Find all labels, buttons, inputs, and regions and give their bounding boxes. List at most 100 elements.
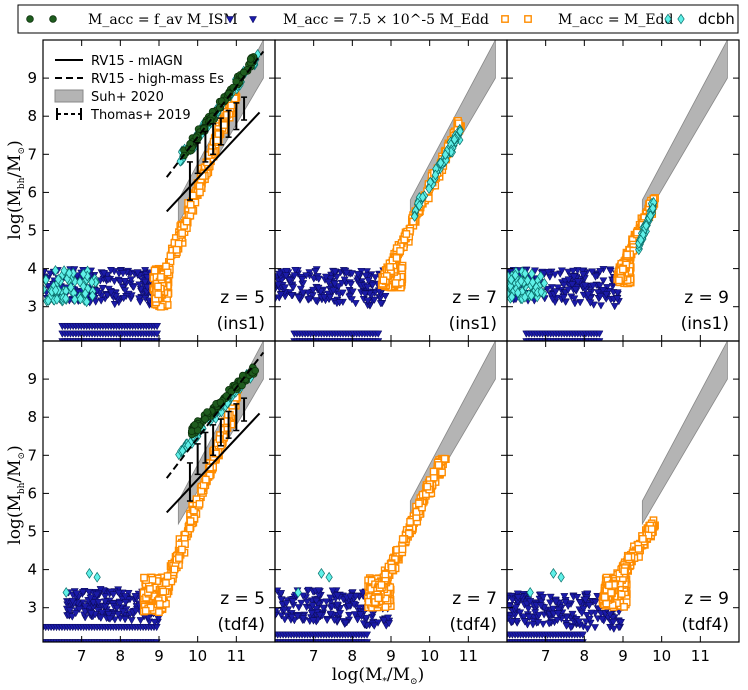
y-tick-label: 7 [27,145,37,163]
orange-edd-point [624,553,633,562]
blue-lowmass-point [299,289,308,297]
blue-lowmass-point [112,604,122,613]
blue-lowmass-point [275,270,284,279]
y-tick-label: 4 [27,260,37,278]
blue-lowmass-point [544,269,553,277]
orange-edd-point [412,507,421,516]
panel-model-label: (tdf4) [217,615,265,635]
blue-lowmass-point [290,272,299,280]
blue-lowmass-point [519,613,528,621]
blue-lowmass-point [581,618,591,626]
blue-lowmass-point [94,598,103,607]
y-tick-label: 9 [27,69,37,87]
blue-lowmass-point [591,598,600,607]
panel-z-label: z = 7 [452,589,497,609]
green-point [201,415,209,423]
blue-floor-point [595,338,604,341]
blue-lowmass-point [312,597,321,606]
blue-lowmass-point [539,593,548,602]
dcbh-lowmass-point [527,290,536,302]
dcbh-lowmass-point [507,280,515,292]
dcbh-point [410,211,419,222]
blue-lowmass-point [564,602,573,611]
blue-lowmass-point [511,604,520,612]
blue-lowmass-point [334,283,343,291]
panel-plot-area [275,341,496,642]
blue-lowmass-point [96,614,105,623]
inner-legend-label-0: RV15 - mIAGN [91,54,183,69]
blue-floor-point [152,639,161,642]
blue-lowmass-point [287,292,296,300]
blue-lowmass-point [508,618,517,626]
blue-lowmass-point [323,616,332,625]
dcbh-isolated-point [93,571,101,583]
dcbh-lowmass-point [540,277,548,289]
blue-lowmass-point [314,284,323,293]
blue-lowmass-point [331,268,340,276]
blue-lowmass-point [353,616,362,624]
blue-lowmass-point [348,288,357,296]
blue-lowmass-point [115,600,124,608]
blue-lowmass-point [277,590,286,598]
panel-ins1_z7: z = 7(ins1) [274,39,508,342]
top-legend: M_acc = f_av M_ISM M_acc = 7.5 × 10^-5 M_… [26,10,735,28]
blue-lowmass-point [591,273,600,281]
blue-lowmass-point [347,280,356,289]
blue-lowmass-point [101,593,110,601]
blue-lowmass-point [116,278,125,286]
blue-lowmass-point [121,593,130,601]
blue-lowmass-point [68,597,77,606]
blue-lowmass-point [617,618,626,627]
blue-lowmass-point [507,603,514,611]
blue-lowmass-point [96,586,105,594]
blue-lowmass-point [562,622,571,630]
blue-floor-point [578,631,587,639]
orange-edd-point [182,217,191,226]
blue-lowmass-point [610,303,619,311]
dcbh-point [649,202,657,214]
dcbh-lowmass-point [521,291,529,303]
rv15-miagn-line [166,412,261,514]
blue-lowmass-point [347,270,357,278]
dcbh-lowmass-point [65,267,73,279]
blue-lowmass-point [107,289,116,297]
dcbh-isolated-point [294,587,302,598]
blue-lowmass-point [557,267,566,275]
orange-edd-point [618,265,627,274]
panel-model-label: (ins1) [217,314,265,334]
orange-edd-point [381,570,390,579]
blue-lowmass-point [101,598,110,606]
orange-edd-point [186,524,194,533]
dcbh-lowmass-point [517,275,525,287]
dcbh-point [642,220,650,231]
blue-lowmass-point [598,286,608,295]
blue-lowmass-point [571,286,580,294]
blue-lowmass-point [539,620,548,629]
legend-marker-3 [664,13,672,25]
blue-lowmass-point [326,610,335,618]
blue-lowmass-point [577,609,586,618]
blue-floor-point [578,639,587,642]
legend-marker-1 [225,16,235,24]
blue-lowmass-point [528,621,537,629]
blue-lowmass-point [545,273,554,281]
blue-lowmass-point [587,609,596,617]
blue-lowmass-point [105,615,114,623]
blue-lowmass-point [302,272,311,280]
blue-floor-point [363,639,372,642]
orange-edd-point [178,229,187,238]
blue-lowmass-point [591,624,600,632]
blue-lowmass-point [351,300,360,308]
legend-label-3: dcbh [698,10,735,28]
blue-floor-point [374,338,383,341]
suh2020-band [641,40,728,225]
orange-edd-point [605,581,613,590]
blue-lowmass-point [581,282,590,290]
blue-lowmass-point [298,276,307,284]
blue-lowmass-point [141,278,150,287]
panel-plot-area [507,341,728,642]
blue-lowmass-point [362,614,371,623]
orange-edd-point [429,467,438,476]
blue-lowmass-point [385,620,394,628]
panel-tdf4_z7: 7 8 9 10 11z = 7(tdf4) [274,340,508,665]
